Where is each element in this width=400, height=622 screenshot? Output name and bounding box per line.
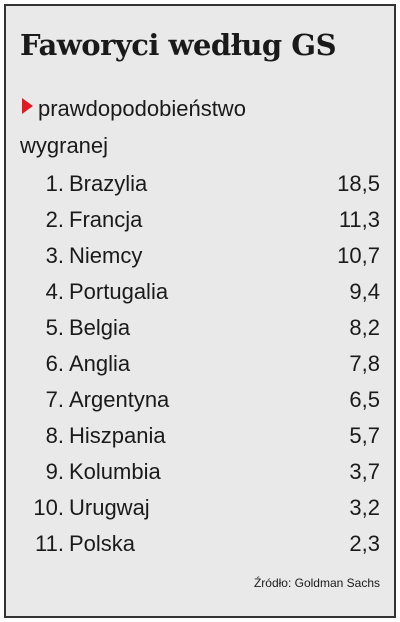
probability: 3,7 xyxy=(349,459,380,484)
probability: 3,2 xyxy=(349,495,380,520)
rank: 8. xyxy=(45,423,64,448)
rank: 3. xyxy=(45,243,64,268)
probability: 7,8 xyxy=(349,351,380,376)
table-row: 4. Portugalia 9,4 xyxy=(6,274,394,310)
country: Niemcy xyxy=(69,243,143,268)
rank: 6. xyxy=(45,351,64,376)
panel: Faworyci według GS prawdopodobieństwo wy… xyxy=(4,4,396,618)
table-row: 2. Francja 11,3 xyxy=(6,202,394,238)
probability: 10,7 xyxy=(337,243,380,268)
subtitle: prawdopodobieństwo wygranej xyxy=(20,96,246,158)
rank: 1. xyxy=(45,171,64,196)
country: Kolumbia xyxy=(69,459,161,484)
probability: 8,2 xyxy=(349,315,380,340)
table-row: 6. Anglia 7,8 xyxy=(6,346,394,382)
table-row: 3. Niemcy 10,7 xyxy=(6,238,394,274)
probability: 5,7 xyxy=(349,423,380,448)
table-row: 5. Belgia 8,2 xyxy=(6,310,394,346)
rank: 10. xyxy=(33,495,64,520)
rank: 9. xyxy=(45,459,64,484)
table-row: 8. Hiszpania 5,7 xyxy=(6,418,394,454)
rank: 5. xyxy=(45,315,64,340)
probability: 11,3 xyxy=(338,207,380,232)
rank: 11. xyxy=(35,531,64,556)
probability: 6,5 xyxy=(349,387,380,412)
rank: 2. xyxy=(45,207,64,232)
red-marker xyxy=(22,98,33,114)
probability: 2,3 xyxy=(349,531,380,556)
country: Polska xyxy=(69,531,136,556)
country: Argentyna xyxy=(69,387,170,412)
country: Portugalia xyxy=(69,279,169,304)
rank: 4. xyxy=(45,279,64,304)
table: 1. Brazylia 18,5 2. Francja 11,3 3. Niemcy 10,7 4… xyxy=(6,166,394,562)
table-row: 7. Argentyna 6,5 xyxy=(6,382,394,418)
title: Faworyci według GS xyxy=(20,28,337,62)
table-row: 11. Polska 2,3 xyxy=(6,526,394,562)
country: Brazylia xyxy=(69,171,148,196)
country: Urugwaj xyxy=(69,495,150,520)
table-row: 10. Urugwaj 3,2 xyxy=(6,490,394,526)
rank: 7. xyxy=(45,387,64,412)
source: Źródło: Goldman Sachs xyxy=(253,576,380,590)
probability: 9,4 xyxy=(349,279,380,304)
country: Hiszpania xyxy=(69,423,166,448)
country: Belgia xyxy=(69,315,131,340)
table-row: 9. Kolumbia 3,7 xyxy=(6,454,394,490)
country: Anglia xyxy=(69,351,131,376)
country: Francja xyxy=(69,207,143,232)
table-row: 1. Brazylia 18,5 xyxy=(6,166,394,202)
probability: 18,5 xyxy=(337,171,380,196)
